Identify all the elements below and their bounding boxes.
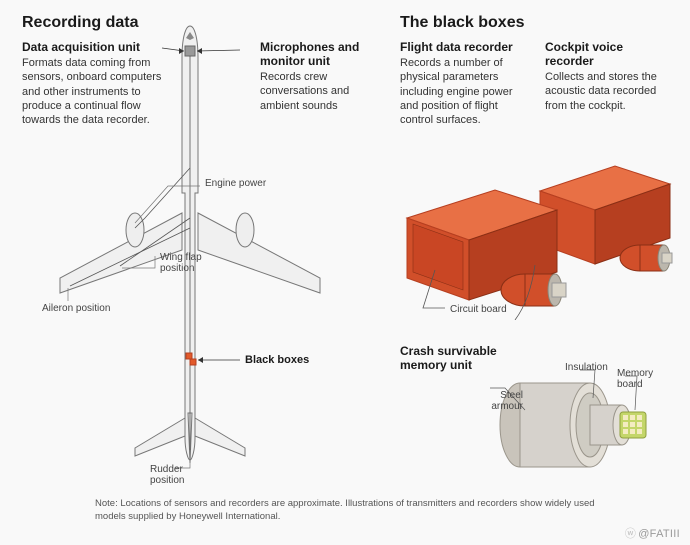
fdr-title: Flight data recorder [400, 40, 530, 54]
watermark-text: @FATIII [638, 528, 680, 540]
weibo-icon: ⓦ [625, 528, 636, 540]
label-circuit-board: Circuit board [450, 304, 507, 315]
cvr-block: Cockpit voice recorder Collects and stor… [545, 40, 675, 113]
infographic-canvas: Recording data Data acquisition unit For… [0, 0, 690, 545]
label-aileron: Aileron position [42, 303, 110, 314]
label-steel-armour: Steel armour [478, 390, 523, 412]
label-engine-power: Engine power [205, 178, 266, 189]
label-memory-board: Memory board [617, 368, 667, 390]
label-insulation: Insulation [565, 362, 608, 373]
fdr-body: Records a number of physical parameters … [400, 56, 530, 127]
footer-note: Note: Locations of sensors and recorders… [95, 498, 595, 523]
fdr-block: Flight data recorder Records a number of… [400, 40, 530, 127]
right-section-title: The black boxes [400, 14, 525, 32]
label-wing-flap: Wing flap position [160, 252, 220, 274]
cvr-body: Collects and stores the acoustic data re… [545, 70, 675, 113]
airplane-diagram [40, 18, 340, 478]
watermark: ⓦ@FATIII [625, 525, 680, 541]
cvr-title: Cockpit voice recorder [545, 40, 675, 68]
label-black-boxes: Black boxes [245, 354, 309, 366]
recorders-illustration [395, 140, 685, 320]
label-rudder: Rudder position [150, 464, 200, 486]
